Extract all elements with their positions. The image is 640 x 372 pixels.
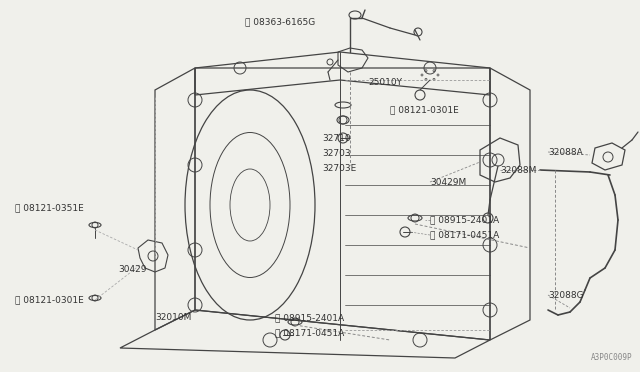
Text: Ⓜ 08915-2401A: Ⓜ 08915-2401A xyxy=(275,314,344,323)
Text: 32703: 32703 xyxy=(322,148,351,157)
Text: 32088G: 32088G xyxy=(548,291,584,299)
Text: A3P0C009P: A3P0C009P xyxy=(590,353,632,362)
Text: 30429: 30429 xyxy=(118,266,147,275)
Text: Ⓑ 08121-0301E: Ⓑ 08121-0301E xyxy=(390,106,459,115)
Text: Ⓑ 08121-0351E: Ⓑ 08121-0351E xyxy=(15,203,84,212)
Text: 32088M: 32088M xyxy=(500,166,536,174)
Text: Ⓑ 08171-0451A: Ⓑ 08171-0451A xyxy=(430,231,499,240)
Text: Ⓑ 08121-0301E: Ⓑ 08121-0301E xyxy=(15,295,84,305)
Text: 32088A: 32088A xyxy=(548,148,583,157)
Text: Ⓢ 08363-6165G: Ⓢ 08363-6165G xyxy=(245,17,316,26)
Text: 25010Y: 25010Y xyxy=(368,77,402,87)
Text: Ⓜ 08915-2401A: Ⓜ 08915-2401A xyxy=(430,215,499,224)
Text: 32703E: 32703E xyxy=(322,164,356,173)
Text: Ⓑ 08171-0451A: Ⓑ 08171-0451A xyxy=(275,328,344,337)
Text: 32010M: 32010M xyxy=(155,314,191,323)
Text: 30429M: 30429M xyxy=(430,177,467,186)
Text: 32710: 32710 xyxy=(322,134,351,142)
